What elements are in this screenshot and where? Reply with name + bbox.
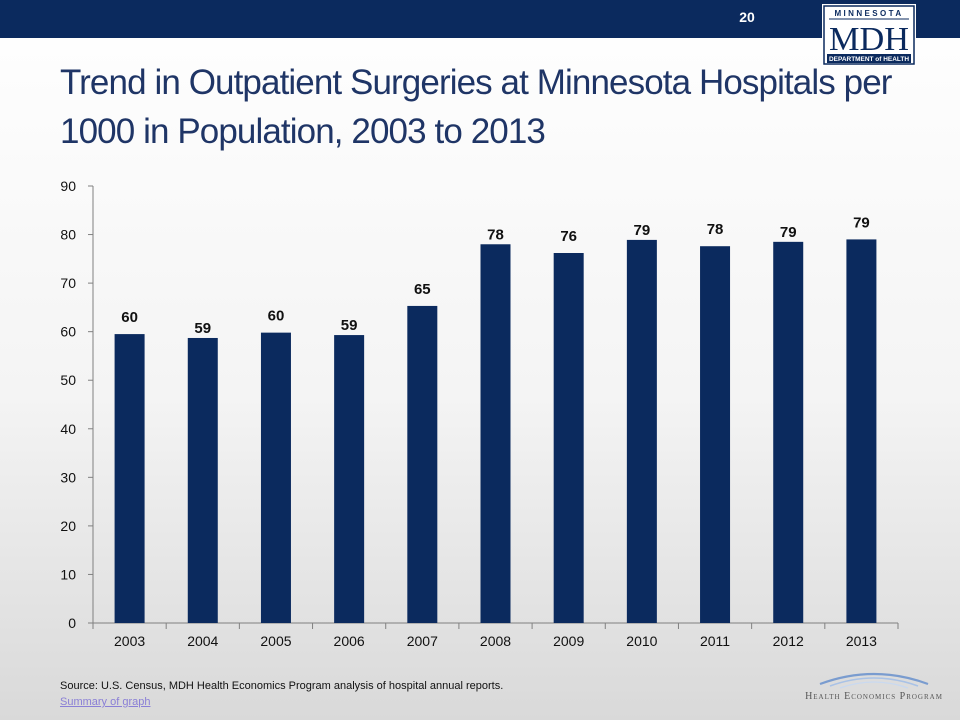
mdh-logo: MINNESOTA MDH DEPARTMENT of HEALTH [822, 4, 916, 66]
x-tick-label: 2009 [553, 633, 584, 649]
data-label-2006: 59 [341, 317, 358, 334]
bar-2003 [114, 334, 145, 623]
x-tick-label: 2007 [407, 633, 438, 649]
x-tick-label: 2010 [626, 633, 657, 649]
y-tick-label: 80 [60, 227, 76, 243]
mdh-logo-main-text: MDH [829, 21, 909, 58]
mdh-logo-bottom-text: DEPARTMENT of HEALTH [829, 57, 909, 63]
x-tick-label: 2006 [334, 633, 365, 649]
bar-2004 [187, 337, 218, 623]
data-label-2011: 78 [707, 221, 724, 238]
data-label-2009: 76 [560, 228, 577, 245]
bar-2007 [407, 305, 438, 623]
chart-title: Trend in Outpatient Surgeries at Minneso… [60, 63, 892, 151]
x-tick-label: 2013 [846, 633, 877, 649]
bar-2008 [480, 244, 511, 623]
bar-2011 [700, 246, 731, 623]
y-tick-label: 10 [60, 566, 76, 582]
bar-2012 [773, 241, 804, 624]
header-bar [0, 0, 960, 38]
data-label-2007: 65 [414, 281, 431, 298]
summary-of-graph-link[interactable]: Summary of graph [60, 696, 151, 708]
bar-2006 [334, 335, 365, 623]
data-label-2010: 79 [634, 222, 651, 239]
bar-2005 [260, 332, 291, 623]
y-tick-label: 60 [60, 324, 76, 340]
program-logo-text: Health Economics Program [805, 691, 943, 702]
y-tick-label: 0 [68, 615, 76, 631]
data-label-2008: 78 [487, 226, 504, 243]
bar-2010 [626, 239, 657, 623]
y-tick-label: 90 [60, 178, 76, 194]
x-tick-label: 2005 [260, 633, 291, 649]
source-note: Source: U.S. Census, MDH Health Economic… [60, 680, 504, 692]
y-tick-label: 50 [60, 372, 76, 388]
x-tick-label: 2008 [480, 633, 511, 649]
bar-2013 [846, 239, 877, 623]
y-tick-label: 70 [60, 275, 76, 291]
data-label-2012: 79 [780, 224, 797, 241]
health-economics-program-logo: Health Economics Program [805, 672, 943, 702]
data-label-2003: 60 [121, 309, 138, 326]
x-tick-label: 2004 [187, 633, 218, 649]
data-label-2005: 60 [268, 308, 285, 325]
bar-2009 [553, 253, 584, 624]
mdh-logo-top-text: MINNESOTA [834, 9, 903, 18]
data-label-2013: 79 [853, 214, 870, 231]
y-tick-label: 30 [60, 469, 76, 485]
y-tick-label: 20 [60, 518, 76, 534]
data-label-2004: 59 [194, 320, 211, 337]
x-tick-label: 2003 [114, 633, 145, 649]
x-tick-label: 2011 [700, 633, 730, 649]
x-tick-label: 2012 [773, 633, 804, 649]
slide-number: 20 [739, 9, 755, 25]
y-tick-label: 40 [60, 421, 76, 437]
